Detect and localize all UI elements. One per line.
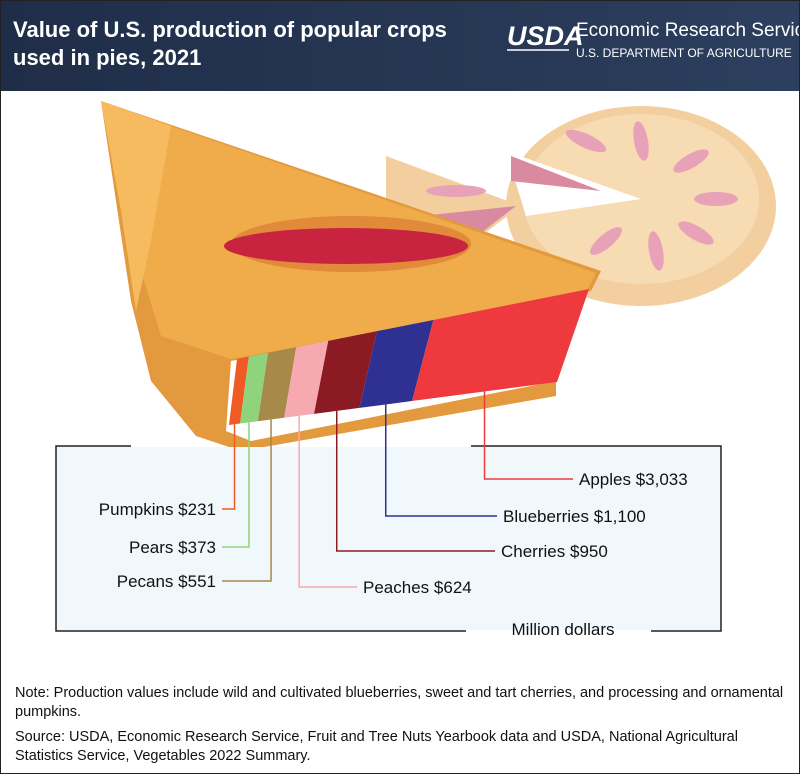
category-label: Apples [579,470,631,489]
leader-line [335,410,495,552]
value-label: $373 [178,538,216,557]
leader-line [222,422,250,548]
segment-label: Pecans $551 [117,572,216,591]
segment-label: Peaches $624 [363,578,472,597]
slice-top-light [101,101,171,311]
category-label: Peaches [363,578,429,597]
value-label: $950 [570,542,608,561]
value-label: $551 [178,572,216,591]
category-label: Pecans [117,572,174,591]
pie-filling [511,156,601,191]
segment [314,331,377,414]
leader-line [222,424,236,510]
filling [224,228,468,264]
segment [257,347,297,422]
segment [412,289,589,402]
value-label: $3,033 [636,470,688,489]
title-line: Value of U.S. production of popular crop… [13,17,447,70]
segment-label: Cherries $950 [501,542,608,561]
department: U.S. DEPARTMENT OF AGRICULTURE [576,46,792,60]
leader-line [384,404,497,517]
label-box-fill [57,447,720,630]
header-band [1,1,799,91]
segment [359,319,434,408]
leader-line [222,419,272,582]
category-label: Pears [129,538,173,557]
segment-label: Blueberries $1,100 [503,507,646,526]
segment-label: Pumpkins $231 [99,500,216,519]
segment-label: Pears $373 [129,538,216,557]
category-label: Pumpkins [99,500,174,519]
segment [240,352,268,424]
leader-line [298,415,357,588]
value-label: $231 [178,500,216,519]
value-label: $624 [434,578,472,597]
category-label: Blueberries [503,507,589,526]
chart-title-cont: used in pies, 2021 [13,45,201,70]
segment [284,340,329,418]
notes: Note: Production values include wild and… [15,684,785,772]
source: Source: USDA, Economic Research Service,… [15,729,738,764]
segment [229,356,249,425]
leader-line [483,391,573,480]
note: Note: Production values include wild and… [15,685,784,720]
segment-label: Apples $3,033 [579,470,688,489]
small-slice-vent [426,185,486,197]
chart: Value of U.S. production of popular crop… [1,1,799,639]
unit-label: Million dollars [512,620,615,639]
logo: USDA [507,21,584,51]
agency: Economic Research Service [576,20,799,41]
value-label: $1,100 [594,507,646,526]
pie-vents [565,121,738,271]
chart-title: Value of U.S. production of popular crop… [13,17,447,42]
category-label: Cherries [501,542,565,561]
